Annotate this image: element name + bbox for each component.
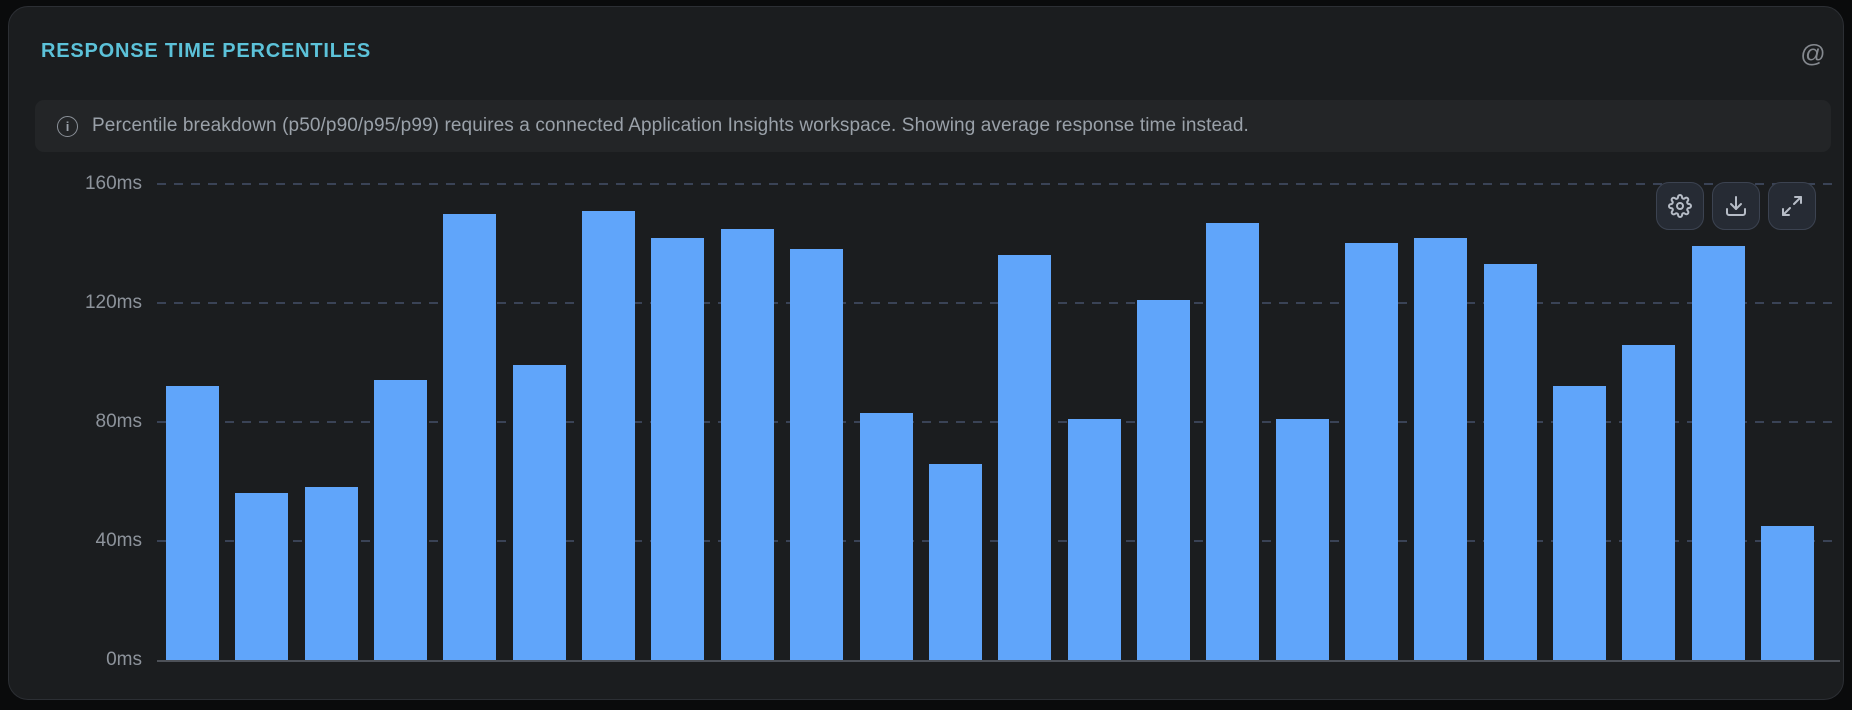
bar-15:41[interactable] bbox=[1136, 300, 1190, 660]
banner-text: Percentile breakdown (p50/p90/p95/p99) r… bbox=[92, 115, 1249, 136]
bar-21:41[interactable] bbox=[1553, 386, 1606, 660]
response-time-panel: RESPONSE TIME PERCENTILES @ i Percentile… bbox=[8, 6, 1844, 700]
bar-20:41[interactable] bbox=[1483, 264, 1537, 660]
bar-06:41[interactable] bbox=[512, 365, 566, 660]
y-axis-label: 120ms bbox=[84, 292, 142, 313]
y-axis-label: 160ms bbox=[84, 173, 142, 194]
info-banner: i Percentile breakdown (p50/p90/p95/p99)… bbox=[35, 100, 1831, 152]
bar-05:41[interactable] bbox=[443, 214, 497, 660]
download-button[interactable] bbox=[1712, 182, 1760, 230]
bar-09:41[interactable] bbox=[720, 229, 774, 660]
panel-title: RESPONSE TIME PERCENTILES bbox=[41, 40, 372, 62]
y-axis-label: 40ms bbox=[95, 530, 142, 551]
bar-22:41[interactable] bbox=[1622, 345, 1676, 660]
bar-07:41[interactable] bbox=[582, 211, 636, 660]
y-axis-label: 80ms bbox=[95, 411, 142, 432]
at-icon[interactable]: @ bbox=[1800, 40, 1826, 68]
bar-23:41[interactable] bbox=[1691, 246, 1745, 660]
x-axis-line bbox=[157, 660, 1840, 662]
bar-03:41[interactable] bbox=[304, 487, 358, 660]
bar-00:41[interactable] bbox=[1761, 526, 1815, 660]
plot-area[interactable]: 01:4102:4103:4105:4106:4107:4109:4110:41… bbox=[157, 183, 1840, 662]
chart-toolbar bbox=[1656, 182, 1816, 230]
settings-button[interactable] bbox=[1656, 182, 1704, 230]
bar-01:41[interactable] bbox=[166, 386, 219, 660]
bar-12:41[interactable] bbox=[928, 464, 982, 660]
info-icon: i bbox=[57, 115, 78, 137]
bar-04:41[interactable] bbox=[374, 380, 428, 660]
bar-14:41[interactable] bbox=[1067, 419, 1121, 660]
gridline bbox=[157, 183, 1840, 185]
gear-icon bbox=[1668, 194, 1692, 218]
bar-17:41[interactable] bbox=[1275, 419, 1329, 660]
bar-18:41[interactable] bbox=[1344, 243, 1398, 660]
bar-16:41[interactable] bbox=[1206, 223, 1260, 660]
bar-02:41[interactable] bbox=[235, 493, 289, 660]
bar-10:41[interactable] bbox=[790, 249, 844, 660]
bar-08:41[interactable] bbox=[651, 238, 705, 660]
bar-13:41[interactable] bbox=[998, 255, 1052, 660]
y-axis-label: 0ms bbox=[106, 649, 142, 670]
expand-button[interactable] bbox=[1768, 182, 1816, 230]
expand-icon bbox=[1782, 196, 1802, 216]
bar-11:41[interactable] bbox=[859, 413, 913, 660]
download-icon bbox=[1726, 196, 1746, 216]
bar-19:41[interactable] bbox=[1414, 238, 1468, 660]
